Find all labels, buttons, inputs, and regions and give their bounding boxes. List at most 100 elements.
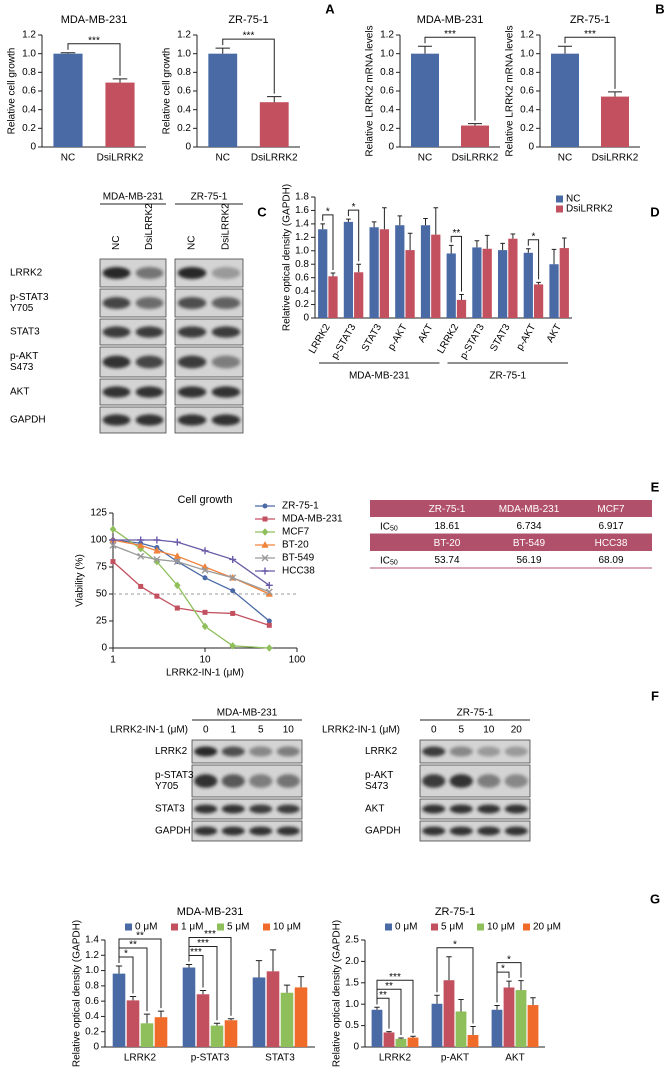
bar (266, 971, 280, 1047)
y-tick-label: 1.0 (345, 999, 359, 1010)
blot-strip (191, 820, 303, 842)
error-bar (267, 96, 282, 103)
error-bar (494, 1004, 500, 1010)
y-tick-label: 0.6 (520, 86, 534, 97)
y-tick-label: 1.4 (85, 935, 99, 946)
error-bar (506, 980, 512, 988)
x-tick-label: LRRK2 (379, 1053, 412, 1064)
legend-label: MDA-MB-231 (282, 514, 343, 525)
blot-band (102, 297, 131, 309)
y-tick-label: 1.2 (85, 950, 99, 961)
significance-label: * (453, 939, 457, 950)
bar (210, 1025, 224, 1047)
blot-band (194, 746, 218, 757)
bar (224, 1020, 238, 1047)
bar (154, 1017, 168, 1047)
x-tick-label: p-AKT (515, 322, 539, 352)
chart-title: Cell growth (177, 494, 232, 506)
marker (261, 554, 269, 562)
significance-label: ** (129, 940, 137, 951)
y-tick-label: 1.2 (22, 30, 36, 41)
y-tick-label: 1.2 (295, 232, 309, 243)
error-bar (297, 976, 305, 988)
x-tick-label: p-STAT3 (191, 1053, 230, 1064)
blot-band (504, 774, 528, 788)
legend-swatch (171, 923, 178, 931)
x-tick-label: 1 (110, 655, 116, 666)
chart-title: ZR-75-1 (435, 906, 475, 918)
y-axis-label: Relative cell growth (7, 48, 18, 135)
blot-band (194, 774, 218, 788)
error-bar (398, 1037, 404, 1039)
blot-band (177, 267, 207, 279)
blot-strip (191, 798, 303, 820)
error-bar (185, 963, 193, 968)
marker (109, 525, 117, 534)
error-bar (115, 965, 123, 974)
y-tick-label: 1.0 (177, 48, 191, 59)
error-bar (608, 91, 622, 97)
marker (265, 644, 273, 652)
significance-bracket (67, 43, 121, 76)
error-bar (397, 215, 403, 226)
blot-band (194, 826, 218, 836)
ic50-main: IC (380, 555, 390, 566)
panel-label: G (650, 891, 660, 906)
blot-band (221, 774, 245, 788)
blot-band (477, 804, 501, 814)
table-cell: 6.734 (516, 521, 541, 532)
x-tick-label: p-STAT3 (458, 322, 487, 361)
marker (138, 583, 144, 589)
table-header-cell: MCF7 (597, 504, 625, 515)
bar (497, 250, 508, 318)
significance-bracket (118, 938, 162, 1009)
significance-bracket (527, 239, 540, 280)
y-tick-label: 0.6 (295, 272, 309, 283)
y-tick-label: 0.6 (85, 996, 99, 1007)
x-tick-label: p-STAT3 (330, 322, 359, 361)
blot-band (211, 267, 241, 279)
legend-swatch (385, 923, 392, 931)
legend-swatch (523, 923, 530, 931)
y-tick-label: 0.4 (85, 1011, 99, 1022)
significance-label: *** (197, 938, 209, 949)
legend-label: MCF7 (282, 527, 310, 538)
blot-band (504, 804, 528, 814)
blot-band (249, 746, 273, 757)
y-tick-label: 2.0 (345, 956, 359, 967)
blot-band (135, 297, 164, 309)
y-tick-label: 0.6 (177, 86, 191, 97)
group-label: MDA-MB-231 (349, 371, 410, 382)
marker (109, 536, 117, 544)
y-axis-label: Relative optical density (GAPDH) (282, 184, 293, 331)
blot-band (449, 804, 473, 814)
blot-row-label: LRRK2 (155, 746, 188, 757)
blot-band (276, 826, 300, 836)
x-tick-label: DsiLRRK2 (251, 153, 298, 164)
lane-label: 1 (230, 725, 236, 736)
bar (318, 229, 328, 318)
y-tick-label: 0.4 (295, 286, 309, 297)
error-bar (484, 234, 490, 249)
blot-band (276, 746, 300, 757)
error-bar (458, 998, 464, 1012)
y-tick-label: 1.5 (345, 977, 359, 988)
y-tick-label: 0.4 (380, 104, 394, 115)
legend-label: 5 μM (441, 922, 463, 933)
y-axis-label: Relative optical density (GAPDH) (332, 920, 343, 1067)
blot-row-label: GAPDH (10, 415, 46, 426)
bar (252, 977, 266, 1047)
blot-strip (419, 739, 531, 764)
error-bar (434, 994, 440, 1004)
lane-label: 5 (458, 725, 464, 736)
y-tick-label: 1.2 (520, 30, 534, 41)
x-tick-label: DsiLRRK2 (452, 153, 499, 164)
table-cell: 6.917 (598, 521, 623, 532)
bar (208, 53, 238, 147)
blot-band (102, 386, 131, 398)
y-tick-label: 0.2 (520, 123, 534, 134)
blot-group-title: ZR-75-1 (191, 192, 228, 203)
error-bar (551, 248, 557, 265)
x-tick-label: STAT3 (488, 322, 513, 354)
